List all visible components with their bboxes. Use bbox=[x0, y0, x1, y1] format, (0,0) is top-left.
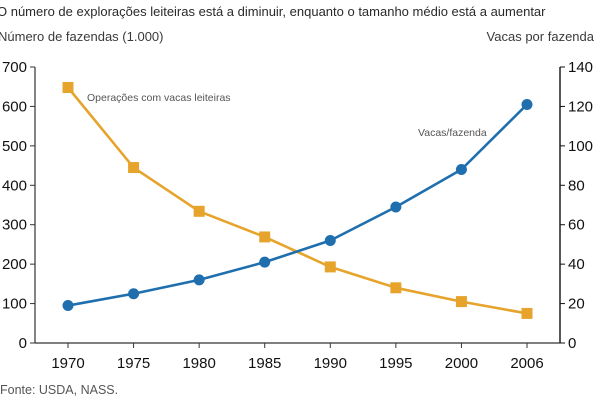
data-point-operations bbox=[128, 162, 140, 174]
y-right-tick-label: 20 bbox=[568, 296, 585, 313]
data-point-operations bbox=[455, 296, 467, 308]
y-right-tick-label: 100 bbox=[568, 138, 593, 155]
x-tick-label: 1970 bbox=[51, 355, 84, 372]
y-right-tick-label: 0 bbox=[568, 335, 576, 352]
y-left-tick-label: 100 bbox=[2, 296, 27, 313]
y-left-tick-label: 300 bbox=[2, 217, 27, 234]
y-left-tick-label: 400 bbox=[2, 177, 27, 194]
y-right-tick-label: 80 bbox=[568, 177, 585, 194]
x-tick-label: 2006 bbox=[510, 355, 543, 372]
y-left-tick-label: 200 bbox=[2, 256, 27, 273]
y-right-tick-label: 40 bbox=[568, 256, 585, 273]
y-axis-right-label: Vacas por fazenda bbox=[486, 29, 594, 44]
y-left-tick-label: 600 bbox=[2, 98, 27, 115]
y-left-tick-label: 500 bbox=[2, 138, 27, 155]
x-tick-label: 2000 bbox=[445, 355, 478, 372]
y-left-tick-label: 0 bbox=[19, 335, 27, 352]
data-point-cows-per-farm bbox=[128, 288, 140, 300]
series-line-cows-per-farm bbox=[67, 103, 528, 307]
data-point-operations bbox=[259, 231, 271, 243]
data-point-operations bbox=[193, 205, 205, 217]
y-right-tick-label: 60 bbox=[568, 217, 585, 234]
data-point-cows-per-farm bbox=[390, 201, 402, 213]
data-point-cows-per-farm bbox=[521, 98, 533, 110]
source-note: Fonte: USDA, NASS. bbox=[0, 383, 119, 397]
x-tick-label: 1985 bbox=[248, 355, 281, 372]
y-right-tick-label: 120 bbox=[568, 98, 593, 115]
x-tick-label: 1990 bbox=[314, 355, 347, 372]
x-tick-label: 1995 bbox=[379, 355, 412, 372]
series-line-operations bbox=[66, 86, 528, 315]
data-point-operations bbox=[324, 261, 336, 273]
series-label-operations: Operações com vacas leiteiras bbox=[87, 92, 231, 104]
data-point-cows-per-farm bbox=[324, 234, 336, 246]
data-point-cows-per-farm bbox=[62, 300, 74, 312]
chart-title: O número de explorações leiteiras está a… bbox=[0, 4, 546, 19]
data-point-operations bbox=[390, 282, 402, 294]
y-right-tick-label: 140 bbox=[568, 59, 593, 76]
series-label-cows-per-farm: Vacas/fazenda bbox=[418, 127, 487, 139]
x-tick-label: 1975 bbox=[117, 355, 150, 372]
data-point-cows-per-farm bbox=[259, 256, 271, 268]
data-point-cows-per-farm bbox=[455, 164, 467, 176]
data-point-operations bbox=[521, 307, 533, 319]
data-point-cows-per-farm bbox=[193, 274, 205, 286]
y-axis-left-label: Número de fazendas (1.000) bbox=[0, 29, 164, 44]
x-tick-label: 1980 bbox=[182, 355, 215, 372]
y-left-tick-label: 700 bbox=[2, 59, 27, 76]
data-point-operations bbox=[62, 82, 74, 94]
